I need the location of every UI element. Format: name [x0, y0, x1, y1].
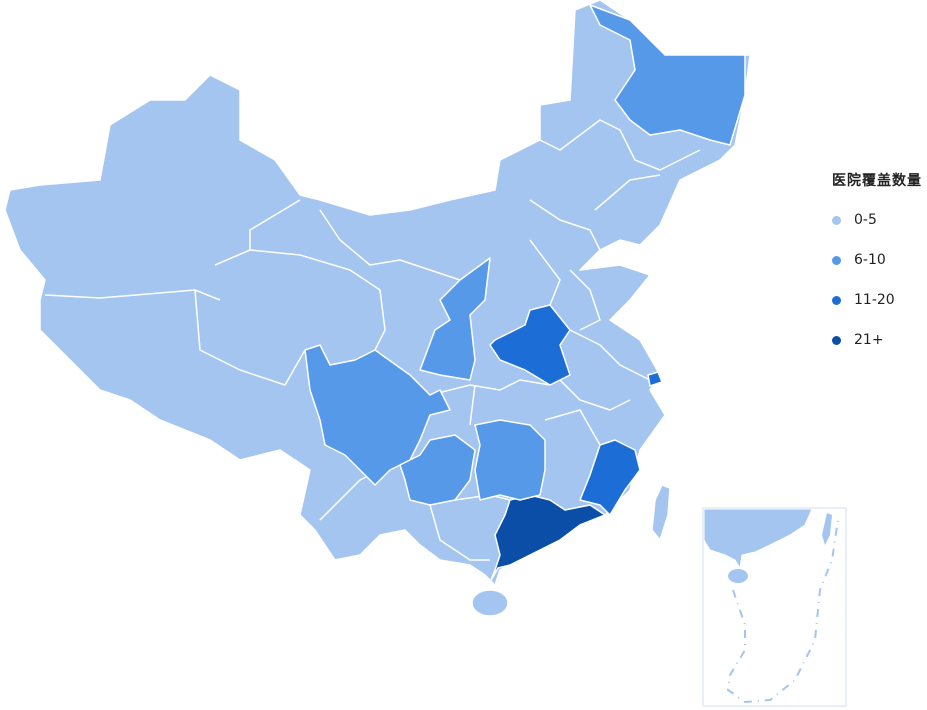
legend-dot-icon — [832, 295, 841, 305]
south-china-sea-inset — [702, 507, 847, 707]
region-guizhou[interactable] — [399, 434, 476, 506]
legend-item-6-10[interactable]: 6-10 — [832, 250, 922, 270]
region-heilongjiang[interactable] — [589, 4, 746, 146]
legend-label: 11-20 — [854, 292, 895, 308]
legend-dot-icon — [832, 215, 841, 225]
region-fujian[interactable] — [579, 439, 641, 516]
region-henan[interactable] — [489, 304, 571, 386]
region-sichuan[interactable] — [304, 344, 451, 486]
region-guangdong[interactable] — [489, 494, 606, 583]
legend-label: 21+ — [854, 332, 884, 348]
legend-item-0-5[interactable]: 0-5 — [832, 210, 922, 230]
region-taiwan[interactable] — [651, 484, 671, 541]
region-hunan[interactable] — [474, 419, 546, 501]
legend-item-21-plus[interactable]: 21+ — [832, 330, 922, 350]
legend-item-11-20[interactable]: 11-20 — [832, 290, 922, 310]
region-shaanxi[interactable] — [419, 257, 491, 381]
legend: 医院覆盖数量 0-5 6-10 11-20 21+ — [832, 170, 922, 370]
legend-dot-icon — [832, 335, 841, 345]
region-shanghai[interactable] — [647, 371, 663, 387]
legend-title: 医院覆盖数量 — [832, 173, 922, 189]
legend-label: 0-5 — [854, 212, 877, 228]
legend-dot-icon — [832, 255, 841, 265]
legend-label: 6-10 — [854, 252, 886, 268]
region-hainan[interactable] — [471, 589, 509, 617]
